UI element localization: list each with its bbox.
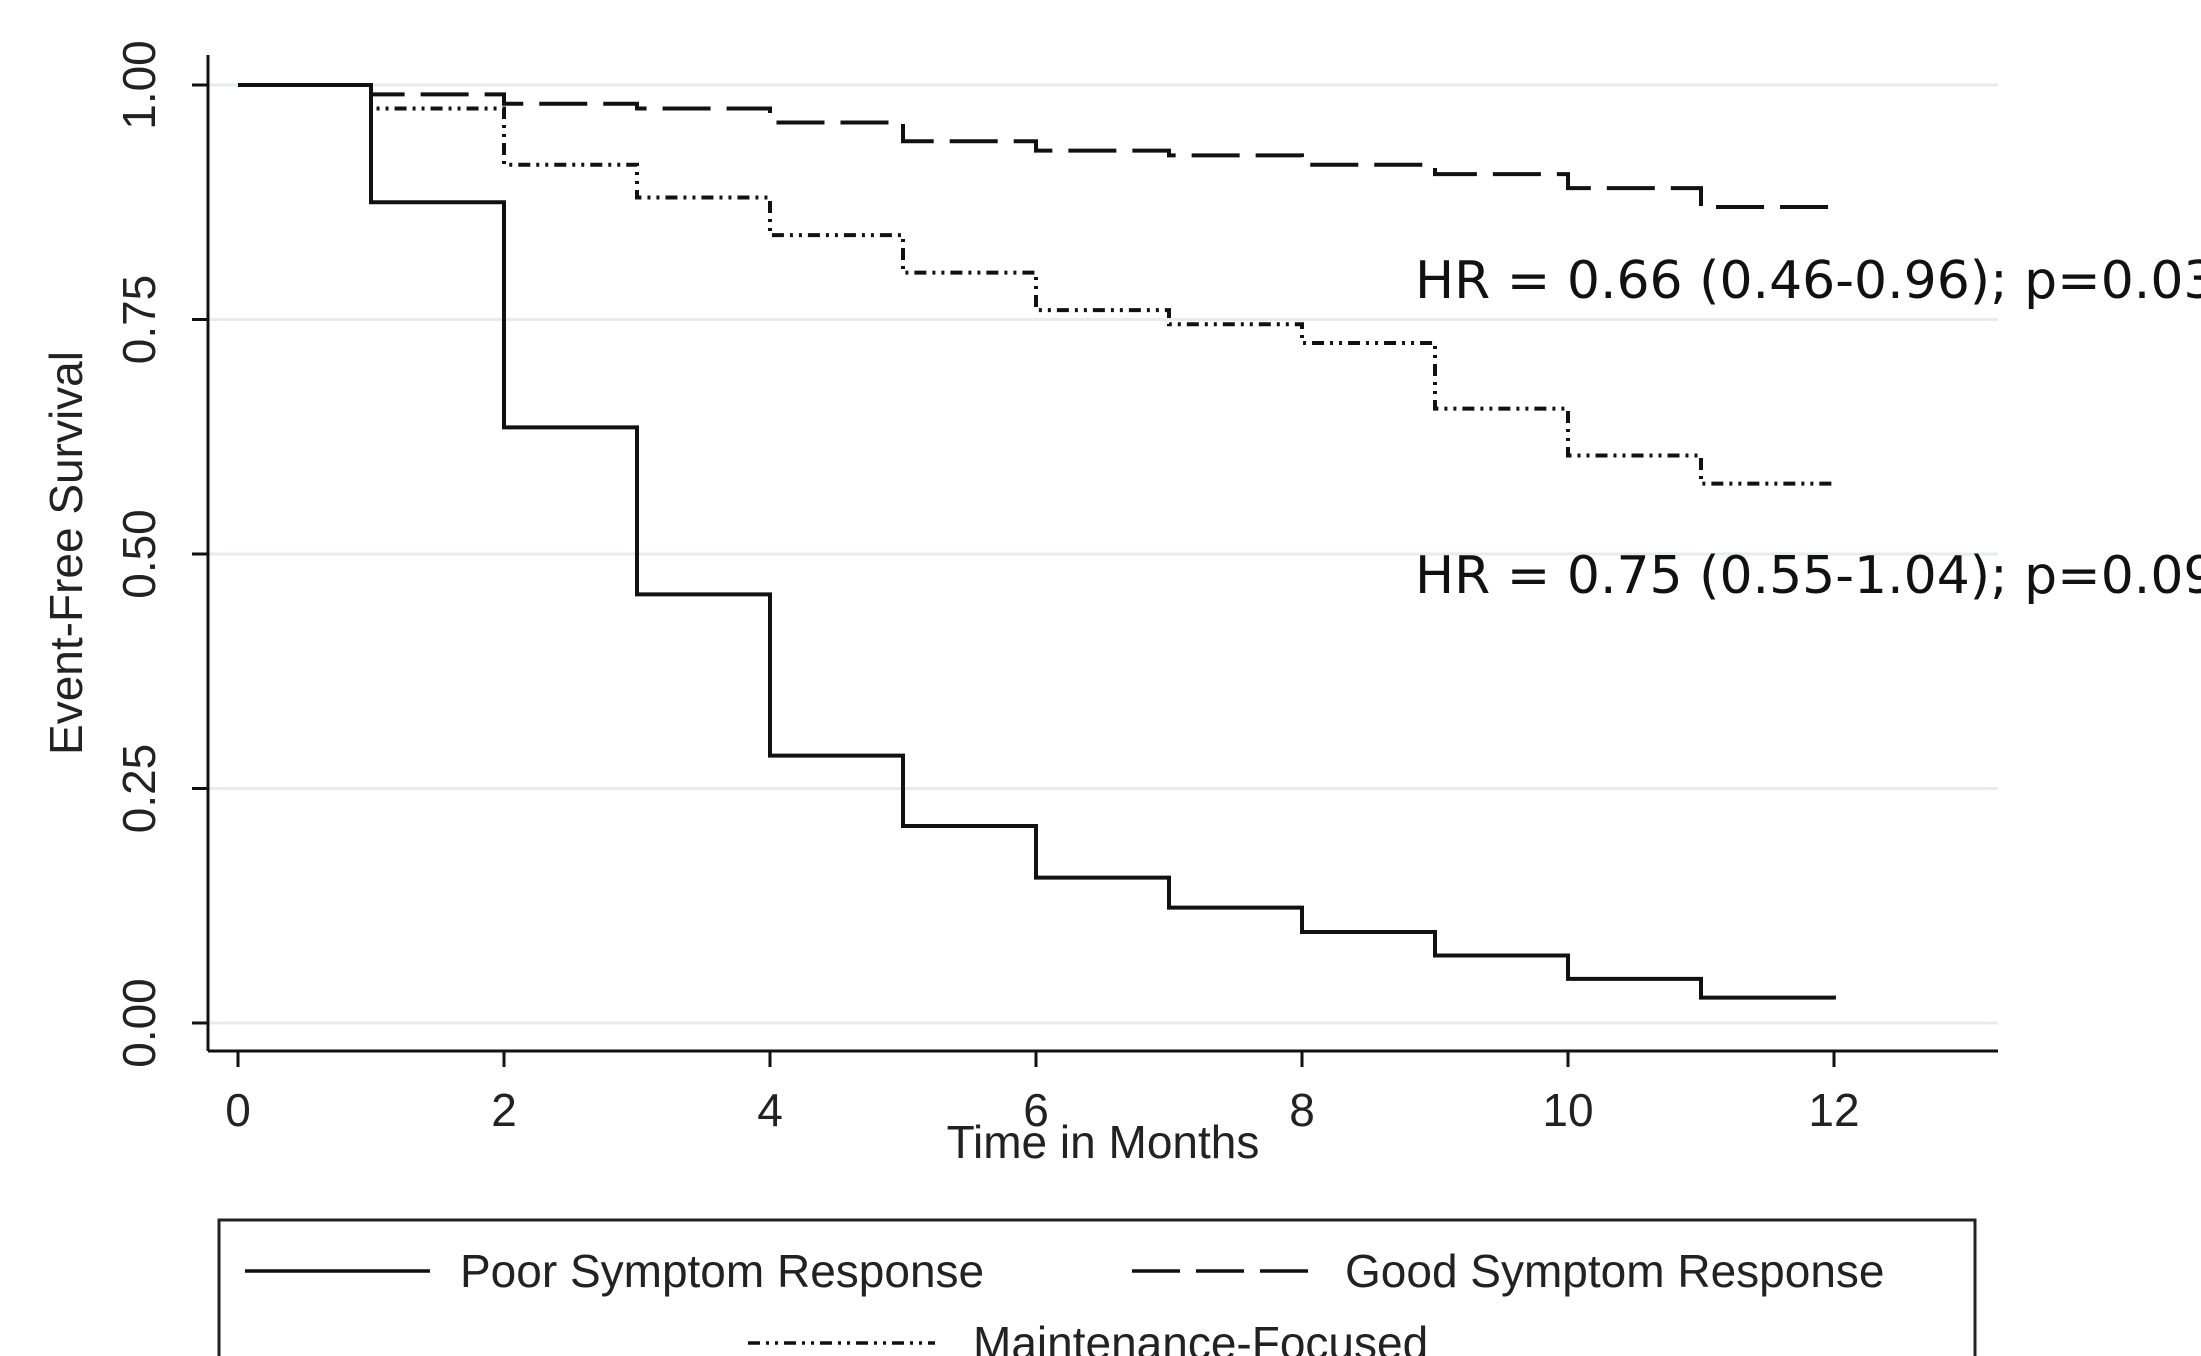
x-tick-label: 8 xyxy=(1289,1084,1315,1136)
x-tick-label: 0 xyxy=(225,1084,251,1136)
legend-label-poor: Poor Symptom Response xyxy=(460,1245,984,1297)
y-tick-label: 1.00 xyxy=(113,40,165,130)
y-tick-label: 0.50 xyxy=(113,509,165,599)
series-good-symptom-response xyxy=(238,83,1834,209)
x-ticks: 0 2 4 6 8 10 12 xyxy=(225,1051,1860,1136)
y-tick-label: 0.25 xyxy=(113,744,165,834)
x-tick-label: 10 xyxy=(1542,1084,1593,1136)
y-axis-title: Event-Free Survival xyxy=(40,351,92,755)
legend-label-maintenance: Maintenance-Focused xyxy=(973,1317,1428,1356)
series-poor-symptom-response xyxy=(238,83,1836,1000)
hr-annotation-good: HR = 0.66 (0.46-0.96); p=0.03 xyxy=(1415,251,2201,311)
x-tick-label: 12 xyxy=(1808,1084,1859,1136)
hr-annotation-maintenance: HR = 0.75 (0.55-1.04); p=0.09 xyxy=(1415,546,2201,606)
y-ticks: 0.00 0.25 0.50 0.75 1.00 xyxy=(113,40,208,1068)
series-maintenance-focused xyxy=(238,83,1834,486)
x-tick-label: 6 xyxy=(1023,1084,1049,1136)
legend: Poor Symptom Response Good Symptom Respo… xyxy=(217,1218,1977,1356)
y-gridlines xyxy=(208,83,1998,1025)
y-tick-label: 0.00 xyxy=(113,978,165,1068)
x-tick-label: 2 xyxy=(491,1084,517,1136)
x-axis-title: Time in Months xyxy=(947,1116,1260,1168)
x-tick-label: 4 xyxy=(757,1084,783,1136)
series-lines xyxy=(238,83,1836,1000)
legend-label-good: Good Symptom Response xyxy=(1345,1245,1885,1297)
legend-box xyxy=(217,1218,1977,1356)
y-tick-label: 0.75 xyxy=(113,275,165,365)
